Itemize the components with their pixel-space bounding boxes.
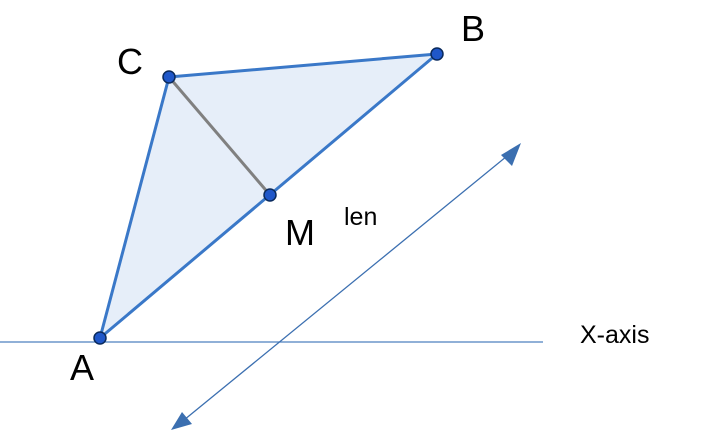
- label-len: len: [344, 203, 377, 231]
- point-m: [263, 188, 277, 202]
- label-x-axis: X-axis: [580, 321, 649, 349]
- label-a: A: [70, 347, 94, 388]
- label-c: C: [117, 41, 143, 82]
- arrow-head-up-icon: [501, 143, 521, 166]
- label-b: B: [461, 8, 485, 49]
- point-b: [430, 47, 444, 61]
- segment-cm: [167, 76, 272, 196]
- point-a: [93, 331, 107, 345]
- label-m: M: [285, 212, 315, 253]
- point-c: [162, 70, 176, 84]
- arrow-head-down-icon: [171, 412, 192, 430]
- length-dimension-arrow: [183, 151, 513, 421]
